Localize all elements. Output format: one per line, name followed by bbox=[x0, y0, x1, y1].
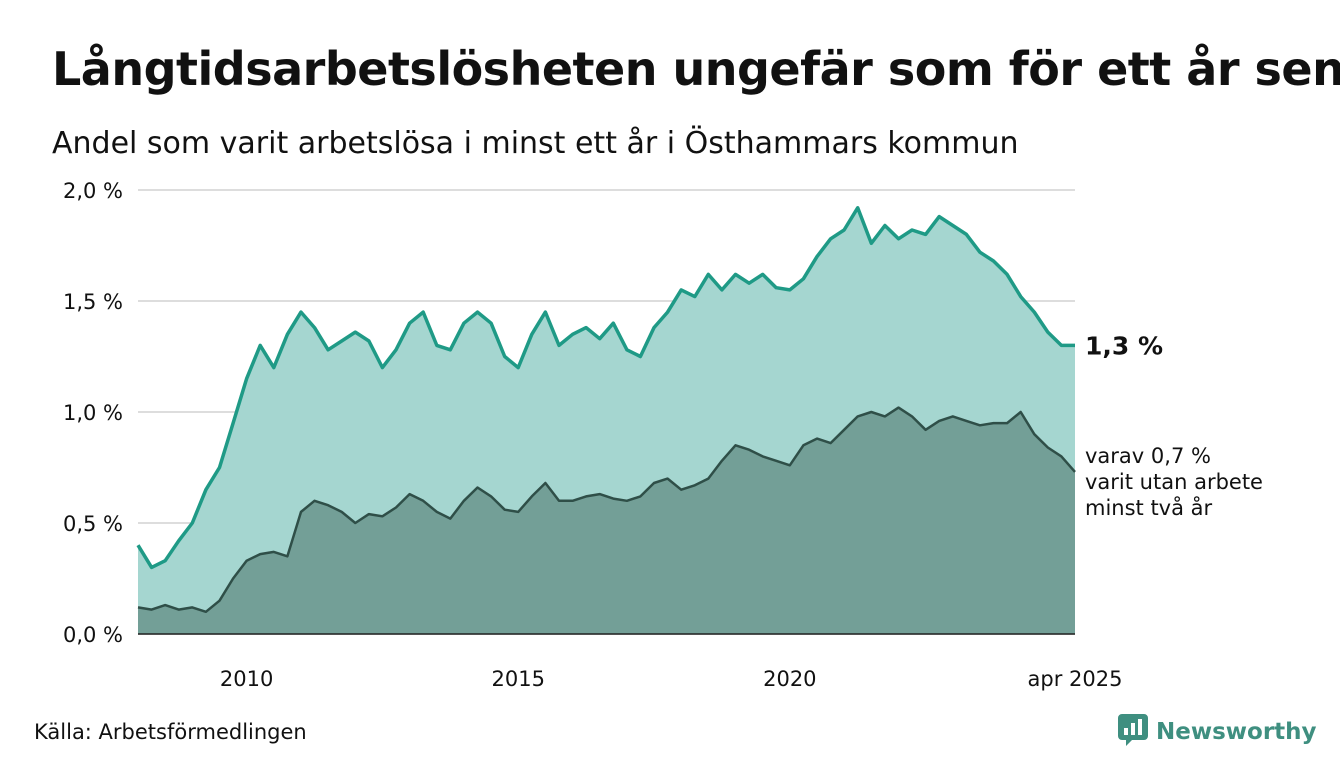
x-tick-label: apr 2025 bbox=[1028, 667, 1123, 691]
chart-title: Långtidsarbetslösheten ungefär som för e… bbox=[52, 42, 1340, 96]
chart-subtitle: Andel som varit arbetslösa i minst ett å… bbox=[52, 126, 1019, 161]
x-tick-label: 2010 bbox=[220, 667, 273, 691]
end-label-main: 1,3 % bbox=[1085, 331, 1163, 360]
y-tick-label: 1,0 % bbox=[63, 401, 123, 425]
x-tick-label: 2020 bbox=[763, 667, 816, 691]
x-tick-label: 2015 bbox=[492, 667, 545, 691]
y-tick-label: 0,0 % bbox=[63, 623, 123, 647]
brand-name: Newsworthy bbox=[1156, 719, 1317, 745]
y-tick-label: 2,0 % bbox=[63, 179, 123, 203]
end-label-sub-line: minst två år bbox=[1085, 495, 1213, 520]
series-line-main bbox=[136, 206, 1075, 570]
y-tick-label: 1,5 % bbox=[63, 290, 123, 314]
brand-logo: Newsworthy bbox=[1118, 714, 1317, 750]
end-label-sub-line: varit utan arbete bbox=[1085, 470, 1263, 494]
series-area-sub bbox=[138, 407, 1075, 634]
chart-areas bbox=[136, 206, 1076, 635]
x-axis-ticks: 2010 2015 2020 apr 2025 bbox=[220, 667, 1123, 691]
series-line-sub bbox=[137, 406, 1076, 614]
y-tick-label: 0,5 % bbox=[63, 512, 123, 536]
newsworthy-chart-bubble-icon bbox=[1118, 714, 1148, 750]
source-note: Källa: Arbetsförmedlingen bbox=[34, 720, 307, 744]
end-label-sub-line: varav 0,7 % bbox=[1085, 444, 1211, 468]
y-axis-ticks: 0,0 % 0,5 % 1,0 % 1,5 % 2,0 % bbox=[63, 179, 123, 647]
